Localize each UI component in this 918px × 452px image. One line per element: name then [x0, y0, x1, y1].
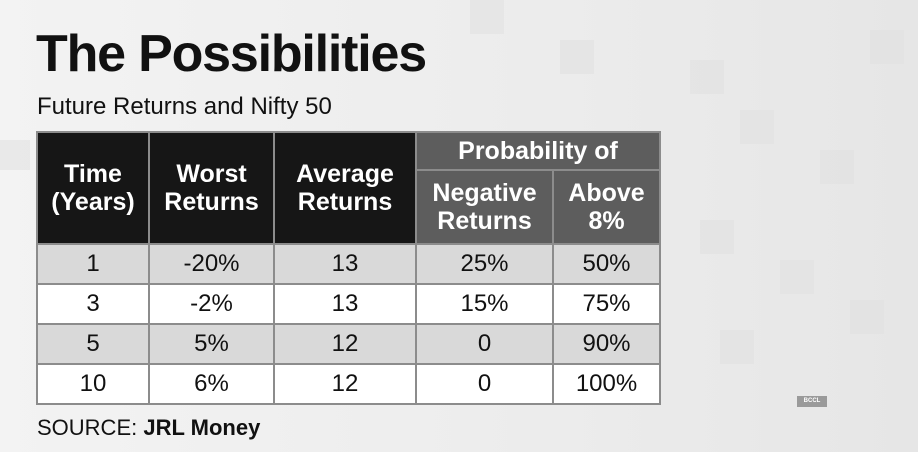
returns-table: Time (Years) Worst Returns Average Retur… — [36, 131, 662, 405]
page-subtitle: Future Returns and Nifty 50 — [37, 93, 332, 120]
page-title: The Possibilities — [36, 25, 427, 83]
background-tile — [740, 110, 774, 144]
source-name: JRL Money — [143, 415, 261, 440]
cell-worst-returns: -2% — [148, 283, 275, 325]
cell-average-returns: 13 — [273, 283, 417, 325]
source-prefix: SOURCE: — [37, 415, 138, 440]
cell-average-returns: 12 — [273, 323, 417, 365]
cell-worst-returns: 5% — [148, 323, 275, 365]
cell-above-8-probability: 100% — [551, 363, 662, 405]
background-tile — [870, 30, 904, 64]
cell-average-returns: 12 — [273, 363, 417, 405]
cell-time: 10 — [36, 363, 150, 405]
source-line: SOURCE: JRL Money — [37, 415, 260, 441]
cell-negative-probability: 25% — [415, 243, 554, 285]
background-tile — [560, 40, 594, 74]
header-time-line1: Time — [64, 160, 122, 188]
header-above-line2: 8% — [588, 207, 625, 235]
header-average-line2: Returns — [297, 188, 393, 216]
cell-negative-probability: 0 — [415, 363, 554, 405]
background-tile — [720, 330, 754, 364]
cell-time: 1 — [36, 243, 150, 285]
header-time: Time (Years) — [36, 131, 150, 245]
header-probability-group: Probability of — [414, 131, 662, 171]
cell-time: 5 — [36, 323, 150, 365]
header-above-line1: Above — [568, 179, 645, 207]
cell-time: 3 — [36, 283, 150, 325]
header-above-8: Above 8% — [551, 169, 662, 245]
header-negative-line2: Returns — [437, 207, 532, 235]
background-tile — [780, 260, 814, 294]
header-average-returns: Average Returns — [273, 131, 417, 245]
background-tile — [0, 140, 30, 170]
bccl-logo: BCCL — [797, 396, 827, 407]
cell-worst-returns: -20% — [148, 243, 275, 285]
cell-worst-returns: 6% — [148, 363, 275, 405]
background-tile — [690, 60, 724, 94]
cell-above-8-probability: 75% — [551, 283, 662, 325]
cell-average-returns: 13 — [273, 243, 417, 285]
table-row: 3 -2% 13 15% 75% — [36, 283, 662, 325]
background-tile — [820, 150, 854, 184]
header-negative-line1: Negative — [432, 179, 537, 207]
header-worst-line2: Returns — [164, 188, 259, 216]
header-worst-returns: Worst Returns — [148, 131, 275, 245]
header-worst-line1: Worst — [176, 160, 247, 188]
table-row: 10 6% 12 0 100% — [36, 363, 662, 405]
cell-negative-probability: 0 — [415, 323, 554, 365]
table-row: 5 5% 12 0 90% — [36, 323, 662, 365]
table-row: 1 -20% 13 25% 50% — [36, 243, 662, 285]
header-time-line2: (Years) — [51, 188, 135, 216]
background-tile — [850, 300, 884, 334]
cell-above-8-probability: 50% — [551, 243, 662, 285]
background-tile — [470, 0, 504, 34]
cell-above-8-probability: 90% — [551, 323, 662, 365]
header-average-line1: Average — [296, 160, 394, 188]
header-negative-returns: Negative Returns — [415, 169, 554, 245]
background-tile — [700, 220, 734, 254]
cell-negative-probability: 15% — [415, 283, 554, 325]
